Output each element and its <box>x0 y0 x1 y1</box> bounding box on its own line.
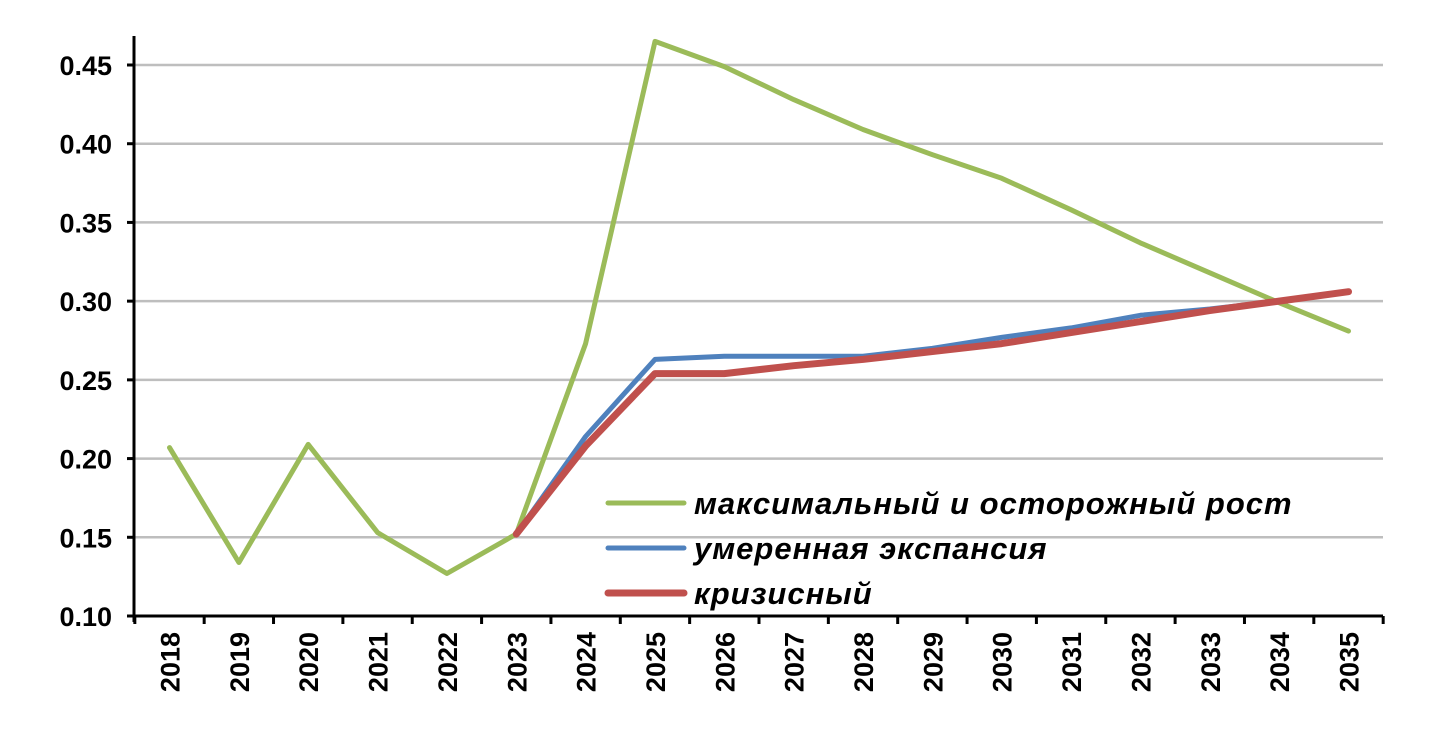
legend-label-1: максимальный и осторожный рост <box>694 486 1293 521</box>
legend-label-3: кризисный <box>694 576 873 611</box>
x-tick-label: 2028 <box>849 632 879 692</box>
x-tick-label: 2023 <box>502 632 532 692</box>
x-axis-ticks: 2018 2019 2020 2021 2022 2023 2024 2025 2026 2027… <box>156 632 1365 692</box>
x-tick-label: 2027 <box>780 632 810 692</box>
x-tick-label: 2021 <box>364 632 394 692</box>
x-tick-label: 2033 <box>1196 632 1226 692</box>
series-line-1 <box>167 38 1351 576</box>
y-tick-label: 0.15 <box>59 523 112 553</box>
axes <box>127 36 1385 624</box>
y-tick-label: 0.45 <box>59 51 112 81</box>
x-tick-label: 2035 <box>1335 632 1365 692</box>
x-tick-label: 2029 <box>918 632 948 692</box>
x-tick-label: 2034 <box>1265 632 1295 692</box>
y-tick-label: 0.30 <box>59 287 112 317</box>
x-tick-label: 2030 <box>988 632 1018 692</box>
x-tick-label: 2019 <box>225 632 255 692</box>
x-tick-label: 2031 <box>1057 632 1087 692</box>
x-tick-label: 2022 <box>433 632 463 692</box>
x-tick-label: 2018 <box>156 632 186 692</box>
x-tick-label: 2032 <box>1126 632 1156 692</box>
y-tick-label: 0.20 <box>59 445 112 475</box>
y-tick-label: 0.35 <box>59 208 112 238</box>
x-tick-label: 2025 <box>641 632 671 692</box>
y-tick-label: 0.25 <box>59 366 112 396</box>
y-axis-ticks: 0.10 0.15 0.20 0.25 0.30 0.35 0.40 0.45 <box>59 51 112 632</box>
series-lines <box>167 38 1352 576</box>
series-line-3 <box>512 288 1352 538</box>
y-tick-label: 0.40 <box>59 130 112 160</box>
legend-label-2: умеренная экспансия <box>692 531 1048 566</box>
legend: максимальный и осторожный рост умеренная … <box>604 486 1293 611</box>
x-tick-label: 2024 <box>572 632 602 692</box>
gridlines <box>134 63 1383 539</box>
x-tick-label: 2020 <box>294 632 324 692</box>
y-tick-label: 0.10 <box>59 602 112 632</box>
x-tick-label: 2026 <box>710 632 740 692</box>
